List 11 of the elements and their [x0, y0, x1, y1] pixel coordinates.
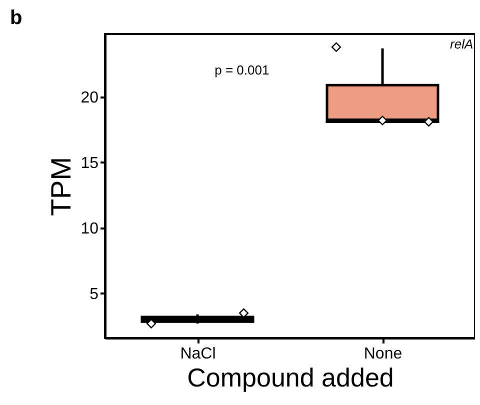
x-axis-title: Compound added: [187, 362, 394, 392]
x-tick-label: NaCl: [180, 346, 216, 362]
y-tick-label: 20: [80, 89, 99, 106]
y-tick-label: 10: [80, 220, 99, 238]
chart-title: b: [10, 7, 22, 29]
y-tick-label: 15: [80, 154, 99, 172]
y-axis-title: TPM: [46, 156, 77, 216]
annotation: p = 0.001: [214, 62, 270, 78]
y-tick-label: 5: [90, 286, 99, 303]
x-tick-label: None: [364, 346, 402, 362]
annotation: relA: [450, 36, 474, 52]
